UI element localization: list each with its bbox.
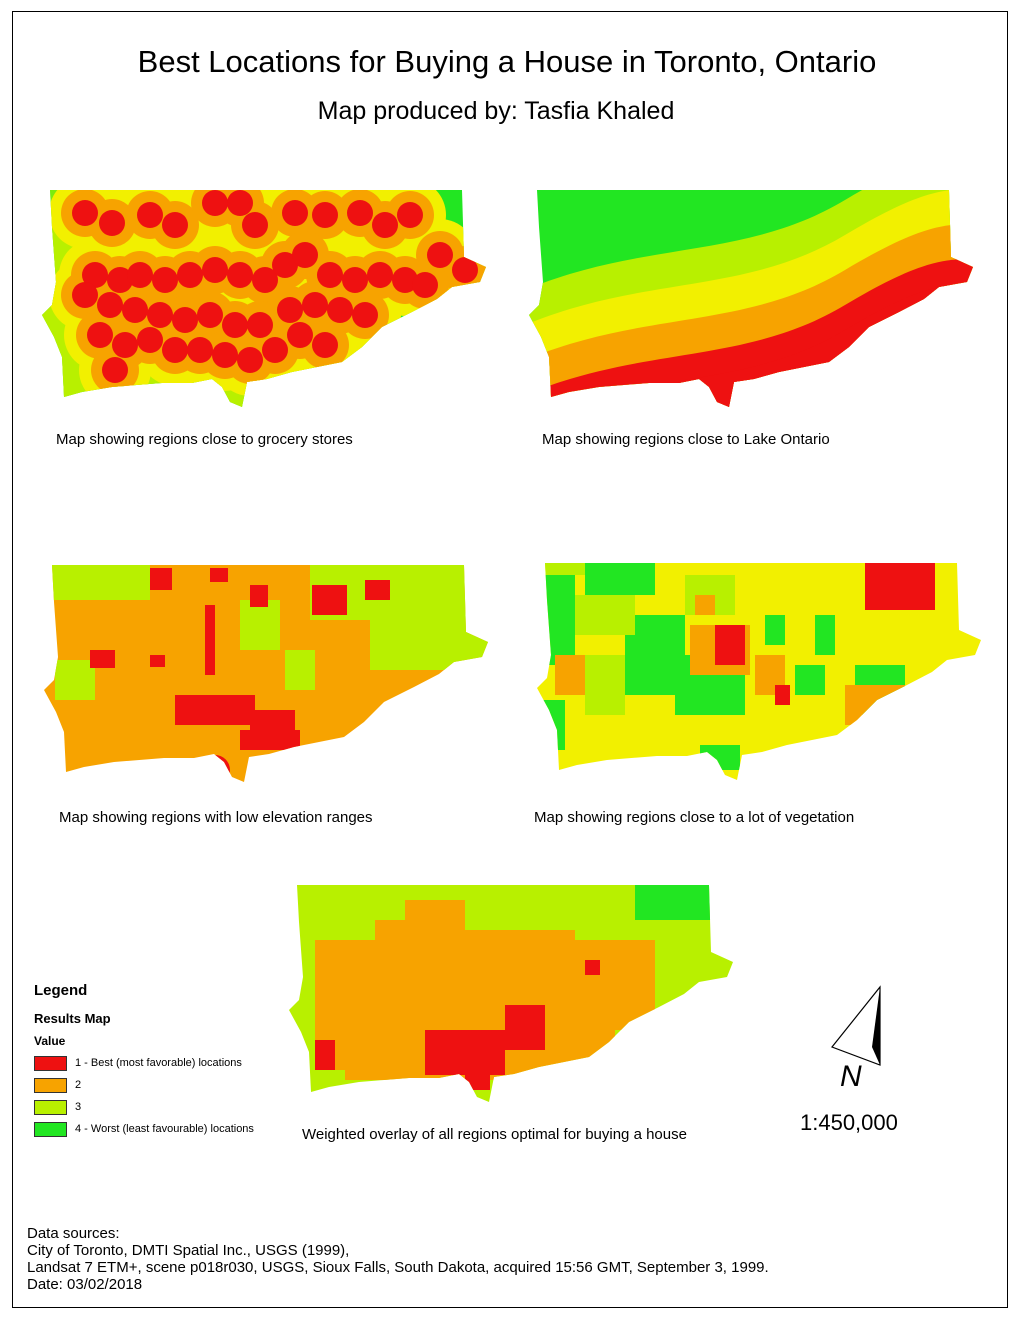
sources-line-4: Date: 03/02/2018 [27,1276,143,1293]
legend-item-worst: 4 - Worst (least favourable) locations [34,1118,284,1140]
legend-item-2: 2 [34,1074,284,1096]
map-title: Best Locations for Buying a House in Tor… [137,44,877,79]
map-subtitle: Map produced by: Tasfia Khaled [317,97,675,125]
legend-label-3: 3 [75,1101,82,1113]
legend-subtitle: Results Map [34,1011,111,1026]
elevation-map [44,565,488,782]
legend: Legend Results Map Value 1 - Best (most … [34,982,284,1140]
caption-grocery: Map showing regions close to grocery sto… [56,431,353,448]
grocery-proximity-map [42,190,486,407]
lake-proximity-map [529,190,973,407]
weighted-overlay-map [289,885,733,1102]
caption-vegetation: Map showing regions close to a lot of ve… [534,809,855,826]
vegetation-map [537,563,981,780]
map-frame [12,11,1008,1308]
legend-swatch-2 [34,1077,67,1093]
data-sources: Data sources: City of Toronto, DMTI Spat… [27,1225,769,1293]
legend-swatch-best [34,1055,67,1071]
sources-line-3: Landsat 7 ETM+, scene p018r030, USGS, Si… [27,1259,769,1276]
north-arrow-icon: N [831,985,881,1093]
caption-lake: Map showing regions close to Lake Ontari… [542,431,830,448]
north-letter: N [840,1060,862,1093]
legend-item-best: 1 - Best (most favorable) locations [34,1052,284,1074]
legend-value-label: Value [34,1034,66,1048]
legend-label-worst: 4 - Worst (least favourable) locations [75,1123,254,1135]
legend-swatch-worst [34,1121,67,1137]
sources-line-2: City of Toronto, DMTI Spatial Inc., USGS… [27,1242,350,1259]
legend-label-best: 1 - Best (most favorable) locations [75,1057,242,1069]
caption-overlay: Weighted overlay of all regions optimal … [302,1126,687,1143]
scale-text: 1:450,000 [800,1110,898,1135]
caption-elevation: Map showing regions with low elevation r… [59,809,373,826]
sources-line-1: Data sources: [27,1225,120,1242]
legend-label-2: 2 [75,1079,82,1091]
legend-item-3: 3 [34,1096,284,1118]
legend-swatch-3 [34,1099,67,1115]
legend-title: Legend [34,982,88,999]
